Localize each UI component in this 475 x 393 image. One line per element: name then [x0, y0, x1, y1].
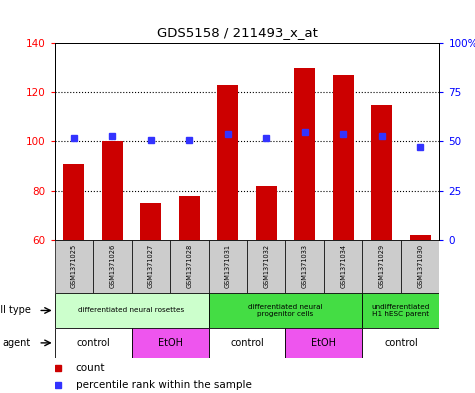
Text: GSM1371025: GSM1371025	[71, 244, 77, 288]
Bar	[55, 328, 132, 358]
Bar	[362, 240, 401, 293]
Bar	[285, 240, 324, 293]
Bar	[209, 240, 247, 293]
Bar	[401, 240, 439, 293]
Bar	[140, 203, 162, 240]
Text: control: control	[384, 338, 418, 348]
Bar	[294, 68, 315, 240]
Text: count: count	[76, 362, 105, 373]
Bar	[55, 240, 93, 293]
Text: GSM1371033: GSM1371033	[302, 244, 308, 288]
Text: differentiated neural
progenitor cells: differentiated neural progenitor cells	[248, 304, 323, 317]
Text: GSM1371027: GSM1371027	[148, 244, 154, 288]
Bar	[362, 293, 439, 328]
Text: GSM1371032: GSM1371032	[263, 244, 269, 288]
Bar	[102, 141, 123, 240]
Bar	[371, 105, 392, 240]
Bar	[93, 240, 132, 293]
Text: undifferentiated
H1 hESC parent: undifferentiated H1 hESC parent	[372, 304, 430, 317]
Bar	[362, 328, 439, 358]
Text: GSM1371028: GSM1371028	[186, 244, 192, 288]
Bar	[324, 240, 362, 293]
Text: EtOH: EtOH	[158, 338, 182, 348]
Text: GSM1371030: GSM1371030	[417, 244, 423, 288]
Text: GDS5158 / 211493_x_at: GDS5158 / 211493_x_at	[157, 26, 318, 39]
Bar	[132, 328, 209, 358]
Text: GSM1371031: GSM1371031	[225, 244, 231, 288]
Text: GSM1371034: GSM1371034	[340, 244, 346, 288]
Bar	[55, 293, 209, 328]
Bar	[209, 293, 362, 328]
Bar	[63, 163, 85, 240]
Text: percentile rank within the sample: percentile rank within the sample	[76, 380, 252, 390]
Text: differentiated neural rosettes: differentiated neural rosettes	[78, 307, 185, 314]
Bar	[256, 185, 277, 240]
Bar	[132, 240, 170, 293]
Text: control: control	[76, 338, 110, 348]
Text: EtOH: EtOH	[312, 338, 336, 348]
Text: GSM1371026: GSM1371026	[109, 244, 115, 288]
Bar	[217, 85, 238, 240]
Bar	[179, 195, 200, 240]
Text: cell type: cell type	[0, 305, 31, 316]
Bar	[247, 240, 285, 293]
Text: GSM1371029: GSM1371029	[379, 244, 385, 288]
Bar	[170, 240, 209, 293]
Bar	[409, 235, 431, 240]
Text: agent: agent	[3, 338, 31, 348]
Text: control: control	[230, 338, 264, 348]
Bar	[285, 328, 362, 358]
Bar	[209, 328, 285, 358]
Bar	[332, 75, 354, 240]
